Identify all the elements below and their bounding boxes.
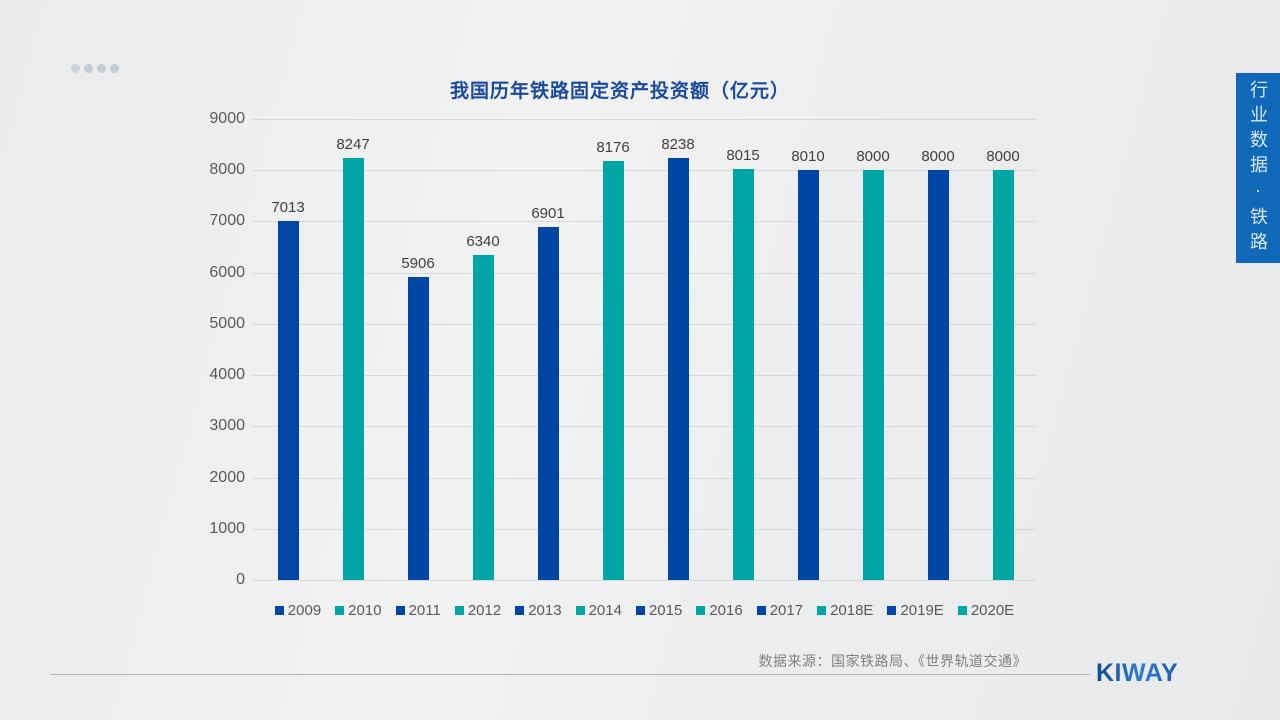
y-axis-tick-label: 6000 [209, 263, 245, 281]
bar-value-label: 8000 [921, 148, 955, 165]
bar-value-label: 8015 [726, 147, 760, 164]
y-axis-tick-label: 5000 [209, 314, 245, 332]
legend-label: 2015 [648, 602, 683, 619]
bar-value-label: 5906 [401, 255, 435, 272]
legend-swatch-icon [817, 606, 827, 615]
chart-legend: 2009 2010 2011 2012 2013 2014 2015 2016 2017 2018… [252, 602, 1037, 619]
bar-value-label: 8010 [791, 148, 825, 165]
dot-icon [97, 64, 106, 73]
gridline [252, 477, 1037, 479]
legend-item-2013: 2013 [515, 602, 562, 619]
side-tab-industry-data-railway: 行业数据·铁路 [1236, 73, 1280, 263]
legend-label: 2018E [830, 602, 874, 619]
legend-swatch-icon [395, 606, 405, 615]
legend-swatch-icon [335, 606, 345, 615]
bar-2012 [473, 255, 494, 580]
y-axis-tick-label: 1000 [209, 519, 245, 537]
legend-label: 2010 [348, 602, 382, 619]
legend-swatch-icon [274, 606, 284, 615]
legend-label: 2013 [528, 602, 562, 619]
legend-label: 2017 [769, 602, 804, 619]
legend-swatch-icon [635, 606, 645, 615]
legend-swatch-icon [515, 606, 525, 615]
legend-item-2019E: 2019E [887, 602, 944, 619]
y-axis-tick-label: 9000 [209, 110, 245, 127]
legend-item-2020E: 2020E [957, 602, 1015, 619]
legend-item-2014: 2014 [575, 602, 622, 619]
bar-value-label: 8000 [856, 148, 890, 165]
bar-value-label: 6340 [466, 233, 500, 250]
y-axis-tick-label: 2000 [209, 468, 245, 486]
y-axis-tick-label: 7000 [209, 212, 245, 230]
y-axis-tick-label: 3000 [209, 417, 245, 435]
data-source-note: 数据来源：国家铁路局、《世界轨道交通》 [758, 653, 1027, 669]
legend-item-2010: 2010 [335, 602, 382, 619]
legend-label: 2014 [588, 602, 622, 619]
bar-2013 [538, 227, 559, 580]
gridline [252, 119, 1037, 120]
bar-2010 [343, 158, 364, 580]
bar-2017 [798, 170, 819, 580]
legend-swatch-icon [454, 606, 464, 615]
kiway-logo: KIWAY [1096, 659, 1179, 687]
legend-item-2015: 2015 [635, 602, 683, 619]
bar-2016 [733, 169, 754, 580]
bar-2020E [993, 170, 1014, 580]
bar-value-label: 8238 [661, 136, 695, 153]
bar-2009 [278, 221, 299, 580]
gridline [252, 528, 1037, 530]
legend-item-2016: 2016 [696, 602, 743, 619]
y-axis-tick-label: 4000 [209, 366, 245, 384]
legend-item-2017: 2017 [756, 602, 804, 619]
legend-label: 2011 [408, 602, 441, 619]
bar-2014 [603, 161, 624, 580]
legend-swatch-icon [575, 606, 585, 615]
bar-value-label: 6901 [531, 205, 565, 222]
legend-swatch-icon [756, 606, 766, 615]
bar-value-label: 8176 [596, 139, 630, 156]
legend-swatch-icon [957, 606, 967, 615]
bar-2019E [928, 170, 949, 580]
footer-divider [50, 674, 1090, 675]
legend-swatch-icon [696, 606, 706, 615]
gridline [252, 272, 1037, 274]
legend-label: 2009 [287, 602, 322, 619]
dot-icon [71, 64, 80, 73]
bar-value-label: 7013 [271, 199, 305, 216]
gridline [252, 221, 1037, 223]
legend-swatch-icon [887, 606, 897, 615]
bar-value-label: 8247 [336, 136, 370, 153]
side-tab-label: 行业数据·铁路 [1248, 79, 1268, 257]
gridline [252, 426, 1037, 428]
dot-icon [110, 64, 119, 73]
gridline [252, 580, 1037, 581]
legend-label: 2016 [709, 602, 743, 619]
y-axis-tick-label: 0 [236, 571, 245, 588]
legend-item-2011: 2011 [395, 602, 441, 619]
legend-item-2012: 2012 [454, 602, 502, 619]
chart-title: 我国历年铁路固定资产投资额（亿元） [449, 81, 790, 102]
legend-label: 2012 [467, 602, 502, 619]
bar-value-label: 8000 [986, 148, 1020, 165]
gridline [252, 375, 1037, 377]
bar-2015 [668, 158, 689, 580]
dot-icon [84, 64, 93, 73]
legend-label: 2019E [900, 602, 944, 619]
gridline [252, 170, 1037, 172]
bar-2011 [408, 277, 429, 580]
legend-item-2009: 2009 [274, 602, 322, 619]
gridline [252, 323, 1037, 325]
bar-2018E [863, 170, 884, 580]
y-axis-tick-label: 8000 [209, 161, 245, 179]
slide-nav-dots [71, 64, 119, 73]
legend-item-2018E: 2018E [817, 602, 873, 619]
legend-label: 2020E [970, 602, 1015, 619]
